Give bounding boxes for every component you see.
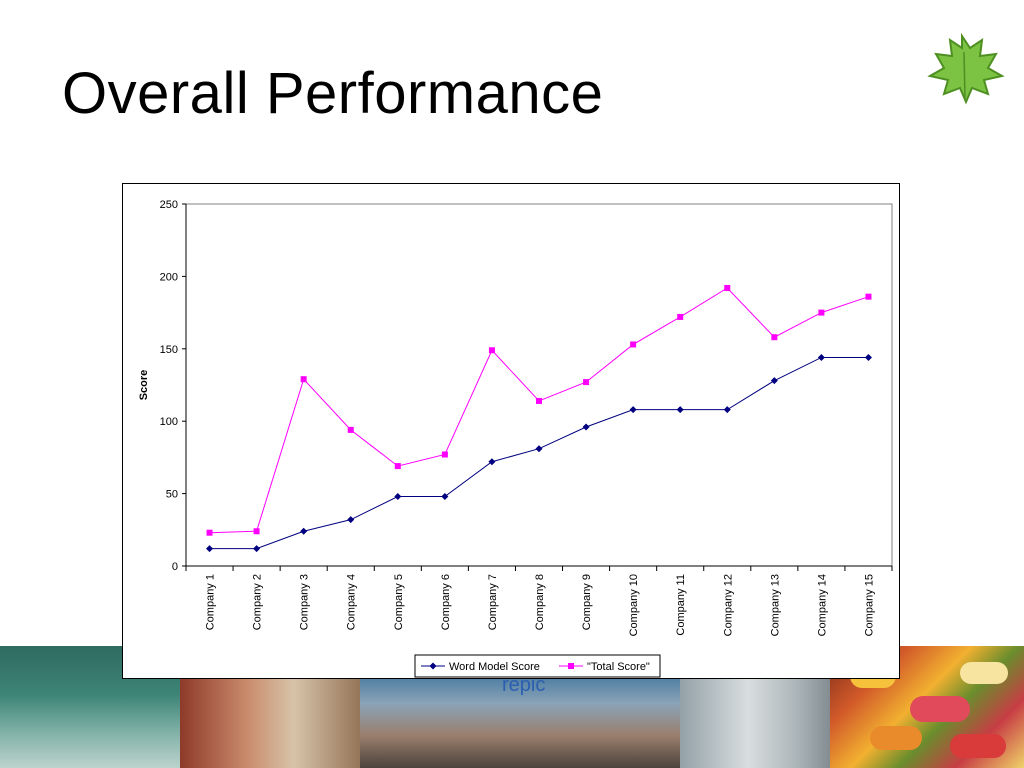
leaf-vein (963, 51, 966, 99)
x-tick-label: Company 14 (816, 574, 828, 636)
line-chart: 0 50 100 150 200 250 Score Company 1 Company 2 Co… (138, 199, 893, 678)
y-tick-label: 150 (160, 344, 178, 356)
data-point-total-score (630, 341, 637, 348)
y-tick-label: 250 (160, 199, 178, 211)
data-point-word-model (394, 492, 402, 500)
banner-tanks-image (680, 676, 850, 768)
data-point-word-model (300, 527, 308, 535)
data-point-total-score (441, 451, 448, 458)
data-point-total-score (253, 528, 260, 535)
x-tick-label: Company 9 (581, 574, 593, 630)
y-tick-label: 100 (160, 416, 178, 428)
x-tick-label: Company 10 (628, 574, 640, 636)
data-point-word-model (676, 406, 684, 414)
slide-title: Overall Performance (62, 61, 604, 126)
data-point-total-score (206, 529, 213, 536)
leaf-shape (927, 32, 1005, 105)
x-tick-label: Company 7 (487, 574, 499, 630)
data-point-total-score (583, 379, 590, 386)
data-point-total-score (677, 313, 684, 320)
data-point-word-model (441, 492, 449, 500)
banner-lab-workers-image (180, 676, 370, 768)
x-tick-label: Company 3 (299, 574, 311, 630)
data-point-word-model (864, 353, 872, 361)
x-tick-label: Company 2 (252, 574, 264, 630)
legend-box (414, 654, 661, 678)
x-tick-label: Company 12 (722, 574, 734, 636)
y-tick-label: 0 (172, 561, 178, 573)
footer-photo-banner: repic (0, 646, 1024, 768)
maple-leaf-logo (927, 32, 1005, 105)
data-point-total-score (724, 284, 731, 291)
data-point-word-model (253, 545, 261, 553)
data-point-total-score (300, 376, 307, 383)
legend-label: "Total Score" (587, 661, 650, 673)
data-point-total-score (771, 334, 778, 341)
data-point-word-model (770, 377, 778, 385)
data-point-word-model (535, 445, 543, 453)
x-tick-label: Company 11 (675, 574, 687, 636)
chart-frame: 0 50 100 150 200 250 Score Company 1 Company 2 Co… (122, 183, 900, 679)
data-point-total-score (394, 463, 401, 470)
legend: Word Model Score "Total Score" (414, 654, 661, 678)
data-point-total-score (488, 347, 495, 354)
data-point-total-score (536, 397, 542, 404)
legend-marker-square (568, 663, 574, 669)
y-axis-title: Score (138, 370, 150, 401)
y-tick-label: 200 (160, 271, 178, 283)
data-point-word-model (206, 545, 214, 553)
data-point-total-score (865, 293, 872, 300)
banner-brand-text: repic (502, 674, 546, 696)
x-tick-label: Company 4 (346, 574, 358, 630)
legend-label: Word Model Score (449, 661, 540, 673)
x-tick-label: Company 13 (769, 574, 781, 636)
data-point-word-model (488, 458, 496, 466)
legend-marker-diamond (429, 662, 437, 670)
plot-area (185, 203, 893, 567)
data-point-word-model (723, 406, 731, 414)
x-tick-label: Company 8 (534, 574, 546, 630)
data-point-total-score (818, 309, 825, 316)
x-tick-label: Company 5 (393, 574, 405, 630)
x-tick-label: Company 6 (440, 574, 452, 630)
data-point-word-model (629, 406, 637, 414)
data-point-total-score (347, 426, 354, 433)
data-point-word-model (817, 353, 825, 361)
data-point-word-model (347, 516, 355, 524)
x-tick-label: Company 1 (205, 574, 217, 630)
banner-factory-image (360, 676, 690, 768)
y-tick-label: 50 (166, 489, 178, 501)
x-tick-label: Company 15 (863, 574, 875, 636)
data-point-word-model (582, 423, 590, 431)
